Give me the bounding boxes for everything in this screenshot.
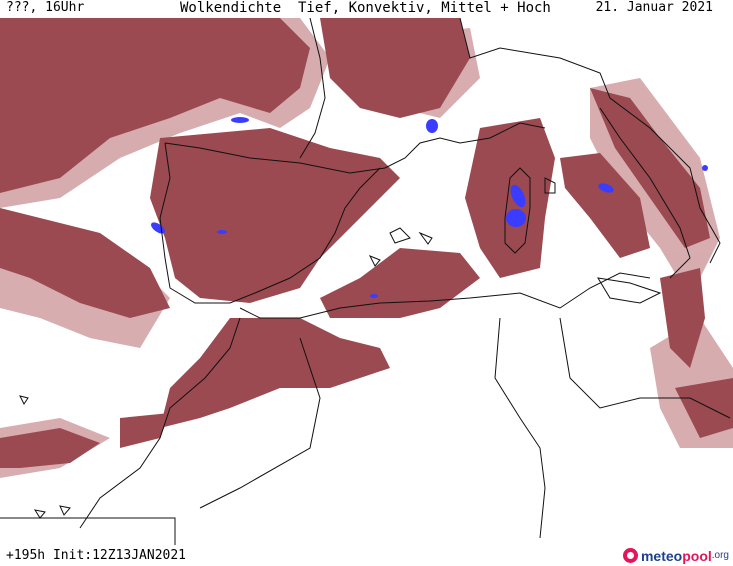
- country-borders: [0, 18, 731, 545]
- forecast-time-label: ???, 16Uhr: [6, 0, 85, 15]
- meteopool-logo[interactable]: meteo pool .org: [622, 547, 729, 564]
- header-bar: ???, 16Uhr Wolkendichte Tief, Konvektiv,…: [0, 0, 733, 18]
- logo-text-pool: pool: [682, 547, 712, 564]
- meteopool-logo-icon: [622, 548, 638, 563]
- map-title: Wolkendichte Tief, Konvektiv, Mittel + H…: [180, 0, 551, 16]
- cloud-density-map: [0, 18, 733, 545]
- forecast-date: 21. Januar 2021: [595, 0, 713, 15]
- logo-text-meteo: meteo: [640, 547, 683, 564]
- model-run-label: +195h Init:12Z13JAN2021: [6, 548, 187, 563]
- logo-text-org: .org: [711, 550, 729, 561]
- footer-bar: +195h Init:12Z13JAN2021 meteo pool .org: [0, 545, 733, 566]
